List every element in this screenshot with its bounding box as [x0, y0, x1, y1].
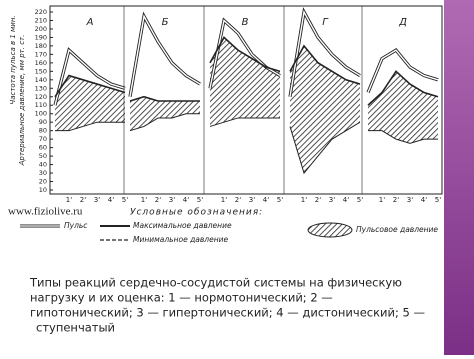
y-tick-label: 160	[35, 59, 47, 67]
y-tick-label: 120	[35, 93, 47, 101]
legend-label: Пульс	[64, 221, 88, 230]
min-pressure-line	[289, 121, 361, 175]
caption-line: нагрузку и их оценка: 1 — нормотонически…	[30, 291, 333, 305]
max-pressure-line	[54, 74, 126, 98]
legend-label: Пульсовое давление	[356, 225, 438, 234]
y-tick-label: 210	[35, 16, 47, 24]
x-tick-label: 3'	[169, 196, 175, 204]
legend-label: Минимальное давление	[133, 235, 228, 244]
y-tick-label: 90	[39, 118, 47, 126]
y-tick-label: 140	[35, 76, 47, 84]
pulse-pressure-area	[290, 45, 360, 174]
x-tick-label: 2'	[315, 196, 321, 204]
y-tick-label: 170	[35, 50, 47, 58]
y-tick-label: 70	[39, 135, 47, 143]
x-tick-label: 4'	[421, 196, 427, 204]
side-strip	[444, 0, 474, 355]
min-pressure-line	[368, 130, 438, 144]
pulse-line-inner	[367, 49, 439, 93]
x-tick-label: 2'	[155, 196, 161, 204]
x-tick-label: 3'	[407, 196, 413, 204]
x-tick-label: 5'	[277, 196, 283, 204]
x-tick-label: 1'	[221, 196, 227, 204]
y-tick-label: 110	[35, 101, 47, 109]
legend-label: Максимальное давление	[133, 221, 232, 230]
caption-line: гипотонический; 3 — гипертонический; 4 —…	[30, 306, 425, 320]
max-pressure-line	[367, 70, 439, 106]
plot-frame	[49, 5, 443, 195]
min-pressure-line	[209, 117, 280, 127]
panel-title: Д	[398, 17, 407, 28]
pulse-pressure-area	[368, 71, 438, 144]
x-tick-label: 1'	[379, 196, 385, 204]
x-tick-label: 2'	[80, 196, 86, 204]
y-tick-label: 30	[39, 169, 47, 177]
y-tick-label: 20	[39, 178, 47, 186]
x-tick-label: 4'	[263, 196, 269, 204]
x-tick-label: 1'	[66, 196, 72, 204]
y-tick-label: 100	[35, 110, 47, 118]
x-tick-label: 1'	[301, 196, 307, 204]
panel-title: А	[86, 17, 94, 28]
y-tick-label: 60	[39, 144, 47, 152]
y-tick-label: 190	[35, 33, 47, 41]
max-pressure-line	[209, 36, 281, 73]
x-tick-label: 3'	[249, 196, 255, 204]
min-pressure-line	[55, 121, 125, 132]
panel-title: В	[242, 17, 249, 28]
pulse-line-inner	[54, 48, 126, 106]
pulse-line	[128, 11, 201, 98]
y-tick-label: 40	[39, 161, 47, 169]
min-pressure-line	[129, 113, 200, 132]
x-tick-label: 5'	[122, 196, 128, 204]
panel-title: Б	[162, 17, 169, 28]
y-tick-label: 50	[39, 152, 47, 160]
panel-title: Г	[322, 17, 329, 28]
x-tick-label: 5'	[197, 196, 203, 204]
pulse-pressure-area	[55, 75, 125, 131]
x-tick-label: 4'	[183, 196, 189, 204]
x-tick-label: 3'	[94, 196, 100, 204]
y-axis-title: Частота пульса в 1 мин.	[9, 15, 17, 104]
max-pressure-line	[129, 95, 200, 102]
y-axis-title: Артериальное давление, мм рт. ст.	[18, 35, 26, 167]
legend-title: Условные обозначения:	[130, 208, 263, 218]
x-tick-label: 4'	[108, 196, 114, 204]
x-tick-label: 2'	[393, 196, 399, 204]
x-tick-label: 5'	[435, 196, 441, 204]
legend-pulse-pressure	[307, 222, 353, 238]
y-tick-label: 10	[39, 186, 47, 194]
pulse-line-inner	[129, 14, 201, 97]
x-tick-label: 3'	[329, 196, 335, 204]
pulse-pressure-area	[210, 37, 280, 127]
y-tick-label: 180	[35, 42, 47, 50]
caption-line: Типы реакций сердечно-сосудистой системы…	[29, 276, 402, 290]
y-tick-label: 80	[39, 127, 47, 135]
caption: Типы реакций сердечно-сосудистой системы…	[29, 276, 425, 335]
x-tick-label: 4'	[343, 196, 349, 204]
y-tick-label: 220	[35, 8, 47, 16]
watermark: www.fiziolive.ru	[8, 206, 83, 218]
x-tick-label: 1'	[141, 196, 147, 204]
caption-line: ступенчатый	[36, 321, 115, 335]
y-tick-label: 130	[35, 84, 47, 92]
y-tick-label: 150	[35, 67, 47, 75]
max-pressure-line	[289, 44, 361, 85]
x-tick-label: 2'	[235, 196, 241, 204]
x-tick-label: 5'	[357, 196, 363, 204]
pulse-line-inner	[289, 9, 361, 97]
pulse-pressure-area	[130, 96, 200, 131]
y-tick-label: 200	[35, 25, 47, 33]
